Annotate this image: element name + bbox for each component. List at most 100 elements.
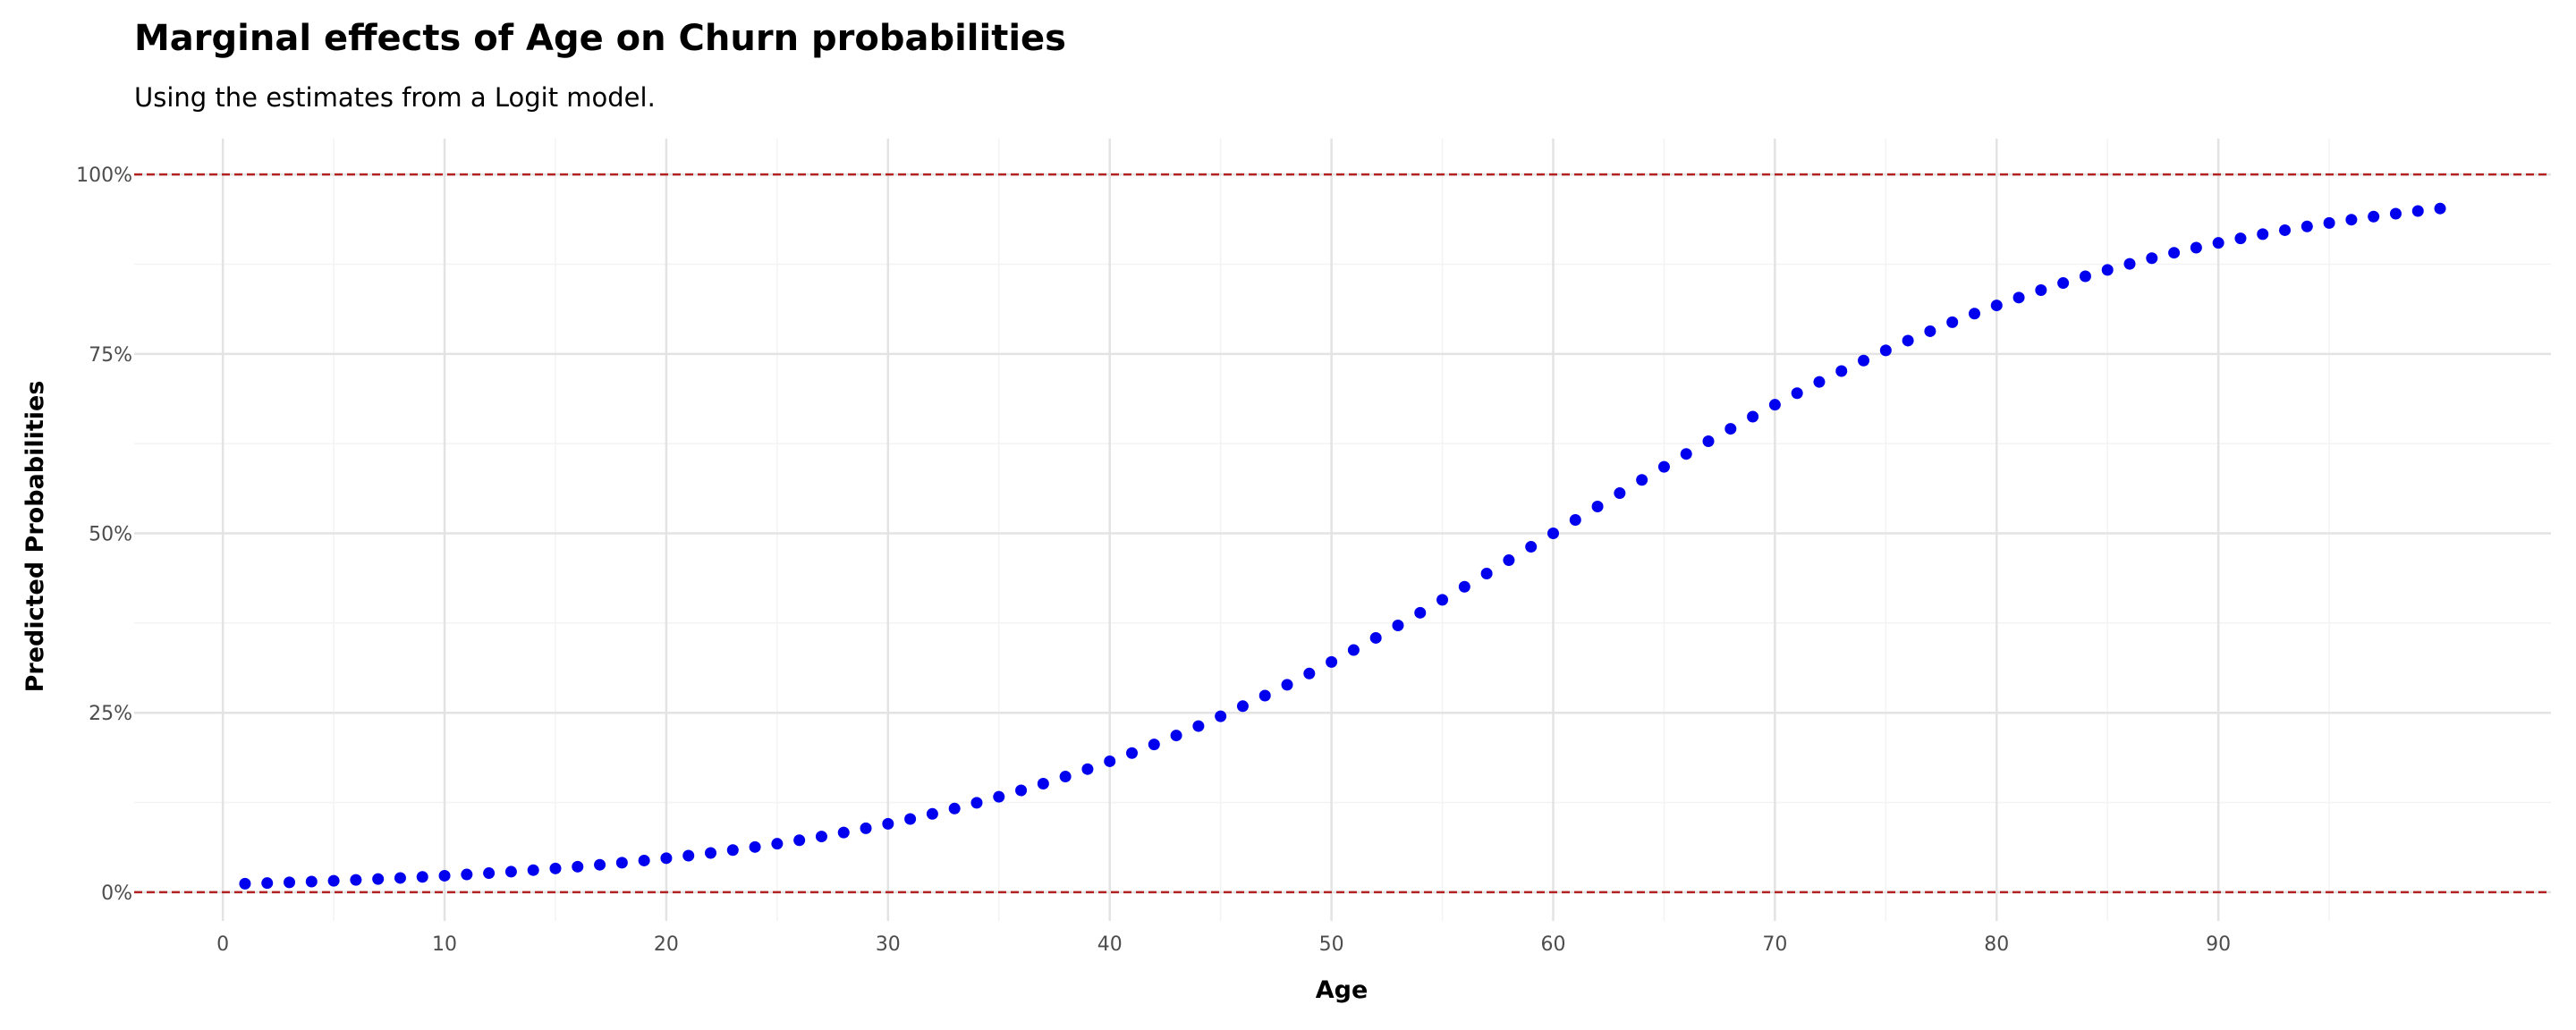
- data-point: [1569, 513, 1581, 526]
- y-axis-title: Predicted Probabilities: [21, 381, 49, 693]
- reference-lines: [134, 173, 2551, 894]
- data-point: [1081, 763, 1094, 775]
- data-point: [1215, 710, 1227, 722]
- data-point: [2323, 216, 2335, 229]
- data-point: [1614, 487, 1626, 500]
- data-point: [1104, 755, 1116, 767]
- data-point: [1813, 376, 1826, 388]
- data-point: [239, 877, 251, 890]
- data-point: [638, 854, 650, 866]
- data-point: [771, 838, 784, 850]
- data-point: [926, 807, 938, 820]
- data-point: [1858, 354, 1870, 367]
- data-point: [1503, 554, 1515, 567]
- data-point: [1657, 460, 1670, 473]
- data-point: [416, 871, 428, 883]
- data-point: [483, 867, 496, 880]
- data-point: [2101, 264, 2114, 276]
- x-tick-label: 20: [654, 933, 679, 956]
- data-point: [1192, 720, 1205, 732]
- y-tick-label: 50%: [89, 524, 132, 546]
- data-point: [1258, 689, 1271, 702]
- data-point: [327, 874, 340, 887]
- y-tick-label: 0%: [101, 882, 132, 905]
- data-point: [1636, 474, 1648, 486]
- data-point: [1015, 784, 1028, 797]
- data-point: [1480, 567, 1493, 579]
- data-point: [1591, 500, 1604, 512]
- data-point: [2168, 247, 2181, 259]
- data-point: [749, 840, 761, 853]
- x-tick-label: 70: [1762, 933, 1787, 956]
- data-point: [837, 826, 850, 839]
- x-tick-label: 80: [1984, 933, 2009, 956]
- data-point: [2079, 270, 2091, 283]
- data-point: [1525, 541, 1538, 553]
- data-point: [2212, 237, 2224, 249]
- minor-gridlines: [134, 139, 2551, 921]
- data-point: [705, 847, 717, 859]
- data-point: [1791, 387, 1803, 400]
- data-point: [1414, 606, 1427, 619]
- x-tick-label: 10: [432, 933, 457, 956]
- data-point: [1369, 631, 1382, 644]
- data-point: [1281, 679, 1293, 691]
- data-point: [1680, 448, 1692, 460]
- data-point: [2123, 258, 2136, 270]
- data-point: [1126, 747, 1139, 759]
- data-point: [1968, 308, 1980, 320]
- data-point: [1236, 700, 1249, 713]
- data-point: [1170, 730, 1182, 742]
- data-point: [1702, 435, 1715, 448]
- data-point: [1902, 334, 1914, 347]
- x-tick-label: 60: [1540, 933, 1565, 956]
- data-point: [1835, 365, 1848, 377]
- data-point: [793, 834, 806, 847]
- data-point: [1768, 399, 1781, 411]
- data-point: [904, 813, 917, 825]
- data-point: [2012, 291, 2025, 304]
- data-point: [572, 860, 584, 873]
- data-point: [2257, 228, 2269, 241]
- x-tick-label: 50: [1319, 933, 1344, 956]
- data-point: [350, 874, 362, 886]
- chart-subtitle: Using the estimates from a Logit model.: [134, 82, 656, 113]
- chart-title: Marginal effects of Age on Churn probabi…: [134, 18, 1066, 59]
- major-gridlines: [134, 139, 2551, 921]
- data-point: [1059, 771, 1072, 783]
- data-point: [1879, 344, 1892, 357]
- data-point: [2389, 207, 2402, 220]
- data-point: [948, 802, 961, 815]
- x-axis-title: Age: [1316, 976, 1368, 1004]
- data-point: [1990, 300, 2003, 312]
- data-point: [2190, 241, 2202, 254]
- x-tick-label: 90: [2206, 933, 2231, 956]
- data-point: [993, 790, 1005, 803]
- data-point: [970, 797, 983, 809]
- data-point: [461, 868, 473, 881]
- data-point: [882, 817, 894, 830]
- y-tick-label: 100%: [76, 165, 132, 187]
- data-point: [2035, 283, 2047, 296]
- data-point: [284, 876, 296, 889]
- data-point: [660, 852, 673, 865]
- data-point: [2057, 277, 2070, 290]
- data-point: [1724, 423, 1737, 435]
- y-tick-label: 25%: [89, 703, 132, 725]
- data-points: [239, 202, 2446, 890]
- x-tick-label: 0: [216, 933, 229, 956]
- x-tick-label: 30: [876, 933, 901, 956]
- data-point: [1326, 655, 1338, 668]
- data-point: [504, 865, 517, 878]
- data-point: [1458, 580, 1470, 593]
- y-tick-label: 75%: [89, 344, 132, 367]
- data-point: [2279, 224, 2292, 236]
- data-point: [1148, 739, 1160, 751]
- data-point: [394, 872, 406, 884]
- data-point: [1436, 594, 1449, 606]
- data-point: [1924, 325, 1936, 337]
- data-point: [815, 831, 827, 843]
- data-point: [372, 873, 385, 885]
- data-point: [2301, 220, 2313, 232]
